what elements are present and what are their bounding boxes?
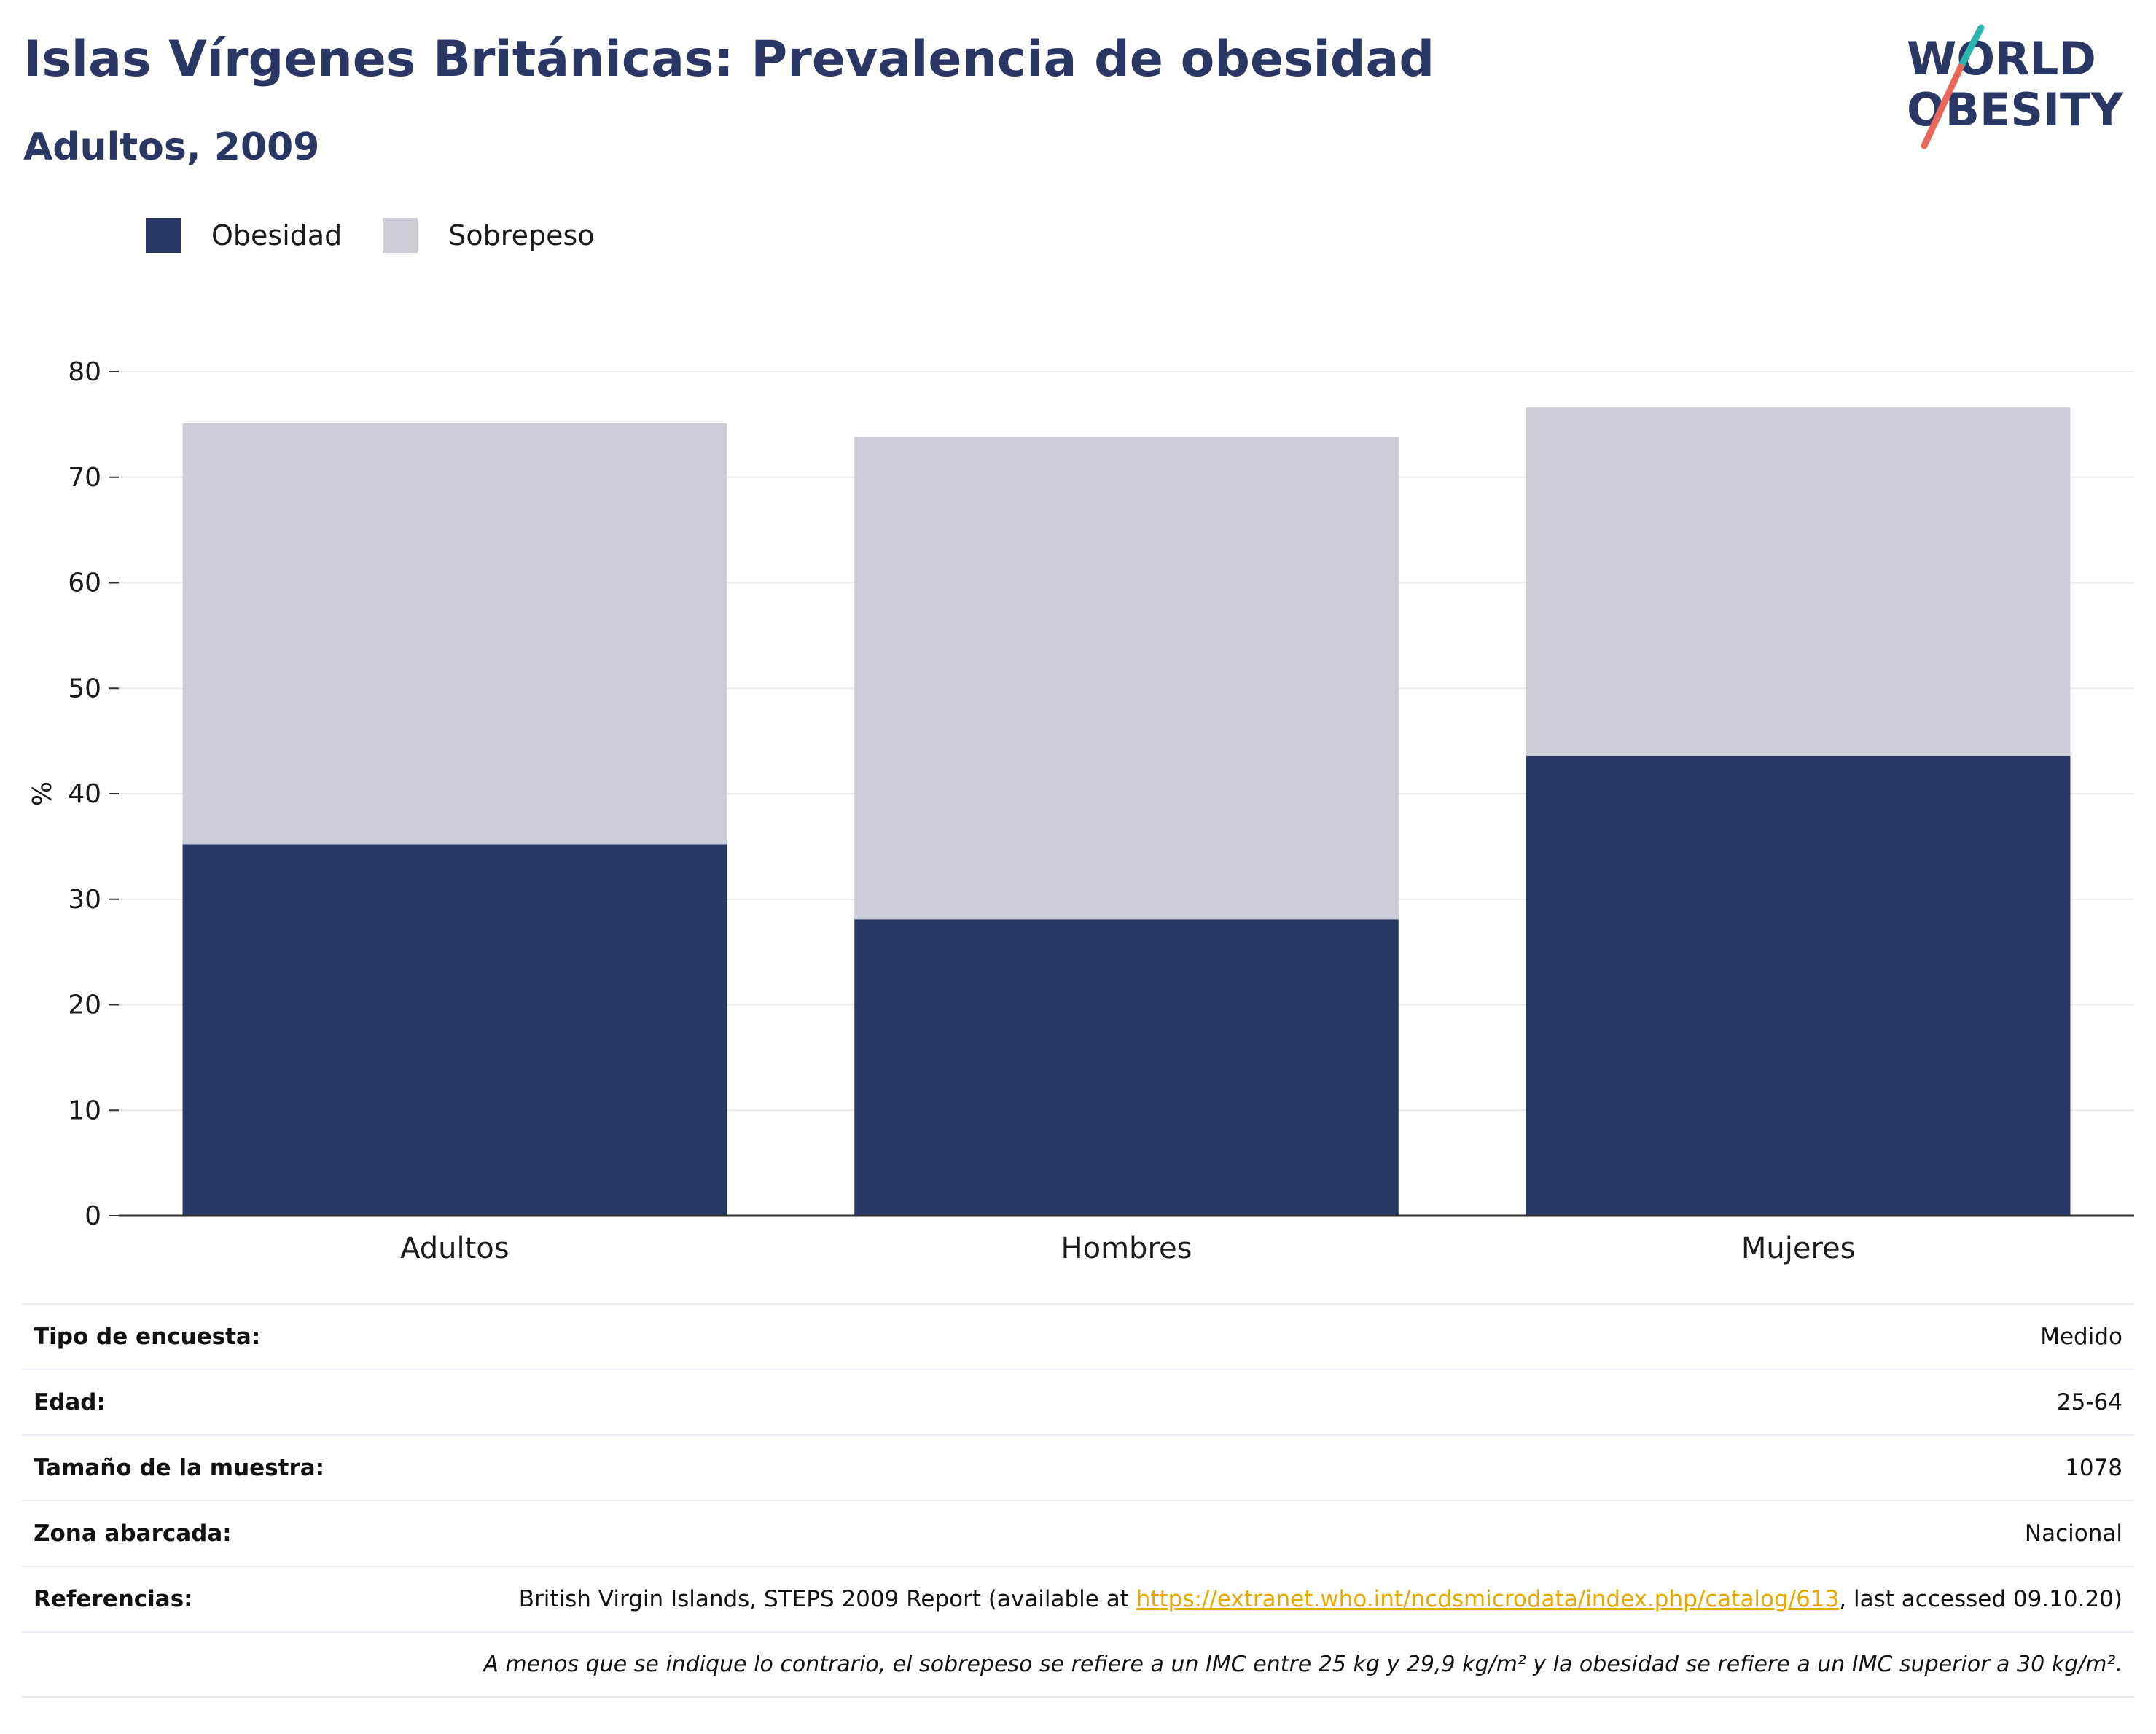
logo-line-1: WORLD — [1907, 32, 2096, 85]
world-obesity-logo: WORLD OBESITY — [1907, 24, 2124, 149]
bar-chart: 0 10 20 30 40 50 60 70 80% Adultos Hombres Mujeres — [28, 357, 2134, 1265]
legend-item-overweight[interactable]: Sobrepeso — [383, 218, 595, 253]
info-value: 25-64 — [424, 1369, 2134, 1435]
legend-label-overweight: Sobrepeso — [448, 219, 595, 251]
info-row-note: A menos que se indique lo contrario, el … — [22, 1631, 2134, 1698]
chart-subtitle: Adultos, 2009 — [23, 125, 320, 169]
bar-obesity — [182, 844, 727, 1216]
info-key: Tamaño de la muestra: — [22, 1434, 424, 1501]
chart-title: Islas Vírgenes Británicas: Prevalencia d… — [23, 31, 1435, 88]
x-category-label: Hombres — [1061, 1232, 1192, 1265]
reference-prefix: British Virgin Islands, STEPS 2009 Repor… — [518, 1586, 1136, 1612]
survey-info-table: Tipo de encuesta: Medido Edad: 25-64 Tam… — [22, 1303, 2134, 1698]
legend-swatch-obesity — [146, 218, 181, 253]
chart-legend: Obesidad Sobrepeso — [146, 216, 636, 255]
bar-obesity — [1526, 755, 2071, 1216]
reference-text: British Virgin Islands, STEPS 2009 Repor… — [424, 1566, 2134, 1632]
y-tick-label: 70 — [68, 463, 101, 493]
bar-overweight — [182, 423, 727, 845]
info-row-survey-type: Tipo de encuesta: Medido — [22, 1303, 2134, 1370]
logo-slash-teal — [1957, 24, 1985, 71]
info-row-age: Edad: 25-64 — [22, 1369, 2134, 1435]
y-tick-label: 0 — [85, 1201, 101, 1231]
logo-slash-coral — [1921, 63, 1964, 149]
info-key: Referencias: — [22, 1566, 424, 1632]
info-value: 1078 — [424, 1434, 2134, 1501]
legend-item-obesity[interactable]: Obesidad — [146, 218, 342, 253]
info-value: Nacional — [424, 1500, 2134, 1566]
bmi-definition-note: A menos que se indique lo contrario, el … — [22, 1631, 2134, 1698]
y-tick-label: 80 — [68, 357, 101, 387]
info-key: Zona abarcada: — [22, 1500, 424, 1566]
y-tick-label: 30 — [68, 885, 101, 915]
y-tick-label: 60 — [68, 569, 101, 598]
y-axis-title: % — [28, 781, 58, 806]
info-value: Medido — [424, 1303, 2134, 1370]
y-tick-label: 10 — [68, 1096, 101, 1125]
legend-label-obesity: Obesidad — [211, 219, 343, 251]
bar-obesity — [854, 919, 1399, 1216]
info-key: Tipo de encuesta: — [22, 1303, 424, 1370]
bar-overweight — [1526, 407, 2071, 756]
reference-suffix: , last accessed 09.10.20) — [1839, 1586, 2122, 1612]
y-tick-label: 50 — [68, 673, 101, 703]
info-row-references: Referencias: British Virgin Islands, STE… — [22, 1566, 2134, 1632]
y-tick-label: 40 — [68, 779, 101, 809]
reference-link[interactable]: https://extranet.who.int/ncdsmicrodata/i… — [1136, 1586, 1840, 1612]
y-tick-label: 20 — [68, 991, 101, 1020]
info-row-sample-size: Tamaño de la muestra: 1078 — [22, 1434, 2134, 1501]
x-category-label: Mujeres — [1741, 1232, 1856, 1265]
legend-swatch-overweight — [383, 218, 418, 253]
info-row-coverage: Zona abarcada: Nacional — [22, 1500, 2134, 1566]
info-key: Edad: — [22, 1369, 424, 1435]
x-category-label: Adultos — [400, 1232, 509, 1265]
bar-overweight — [854, 437, 1399, 920]
